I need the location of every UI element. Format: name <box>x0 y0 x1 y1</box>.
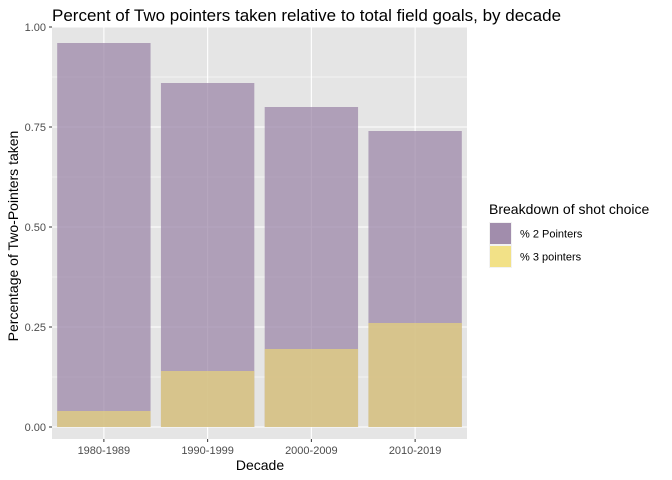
legend-swatch <box>490 223 511 244</box>
x-tick-label: 1980-1989 <box>78 445 131 457</box>
bar-three-pointers <box>368 323 462 427</box>
bars <box>57 43 462 427</box>
x-axis-title: Decade <box>236 457 284 473</box>
x-axis: 1980-1989 1990-1999 2000-2009 2010-2019 <box>78 439 442 457</box>
bar-two-pointers <box>57 43 151 427</box>
legend-swatch <box>490 246 511 267</box>
chart-title: Percent of Two pointers taken relative t… <box>52 6 561 25</box>
bar-two-pointers <box>160 83 255 427</box>
y-tick-label: 0.50 <box>25 222 46 234</box>
y-axis-title: Percentage of Two-Pointers taken <box>5 131 21 342</box>
y-tick-label: 0.75 <box>25 122 46 134</box>
x-tick-label: 1990-1999 <box>181 445 234 457</box>
y-tick-label: 1.00 <box>25 22 46 34</box>
y-tick-label: 0.25 <box>25 322 46 334</box>
y-axis: 0.00 0.25 0.50 0.75 1.00 <box>25 22 52 434</box>
x-tick-label: 2010-2019 <box>389 445 442 457</box>
bar-three-pointers <box>264 349 359 427</box>
bar-three-pointers <box>57 411 151 427</box>
x-tick-label: 2000-2009 <box>285 445 338 457</box>
legend: Breakdown of shot choice % 2 Pointers % 3… <box>489 201 650 268</box>
y-tick-label: 0.00 <box>25 422 46 434</box>
legend-label: % 3 pointers <box>520 252 582 264</box>
legend-label: % 2 Pointers <box>520 229 583 241</box>
legend-title: Breakdown of shot choice <box>489 201 650 217</box>
bar-three-pointers <box>160 371 255 427</box>
